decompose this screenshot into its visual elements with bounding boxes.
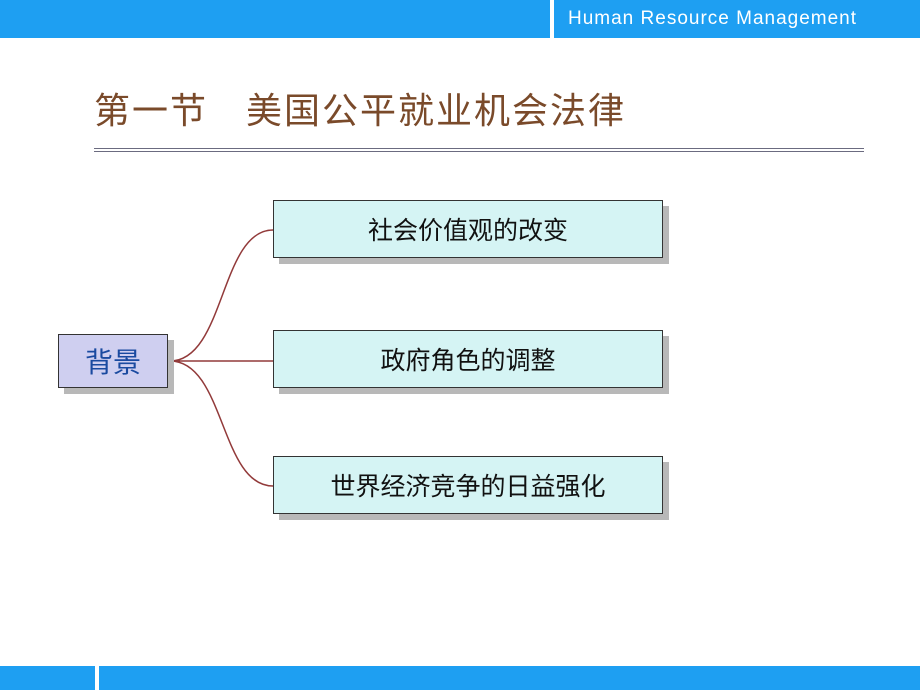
- child-node-label: 政府角色的调整: [273, 330, 663, 388]
- header-label: Human Resource Management: [554, 0, 920, 38]
- child-node: 世界经济竞争的日益强化: [273, 456, 663, 514]
- root-node-label: 背景: [58, 334, 168, 388]
- child-node-label: 社会价值观的改变: [273, 200, 663, 258]
- header-bar-left: [0, 0, 550, 38]
- slide-title: 第一节 美国公平就业机会法律: [94, 82, 860, 148]
- child-node: 社会价值观的改变: [273, 200, 663, 258]
- footer-bar-left: [0, 666, 95, 690]
- title-underline: [94, 148, 864, 152]
- header-bar: Human Resource Management: [0, 0, 920, 38]
- title-block: 第一节 美国公平就业机会法律: [94, 82, 860, 152]
- diagram: 背景 社会价值观的改变 政府角色的调整 世界经济竞争的日益强化: [50, 200, 690, 510]
- child-node-label: 世界经济竞争的日益强化: [273, 456, 663, 514]
- root-node: 背景: [58, 334, 168, 388]
- footer-bar: [0, 666, 920, 690]
- footer-bar-right: [99, 666, 920, 690]
- child-node: 政府角色的调整: [273, 330, 663, 388]
- connector-lines: [170, 200, 280, 510]
